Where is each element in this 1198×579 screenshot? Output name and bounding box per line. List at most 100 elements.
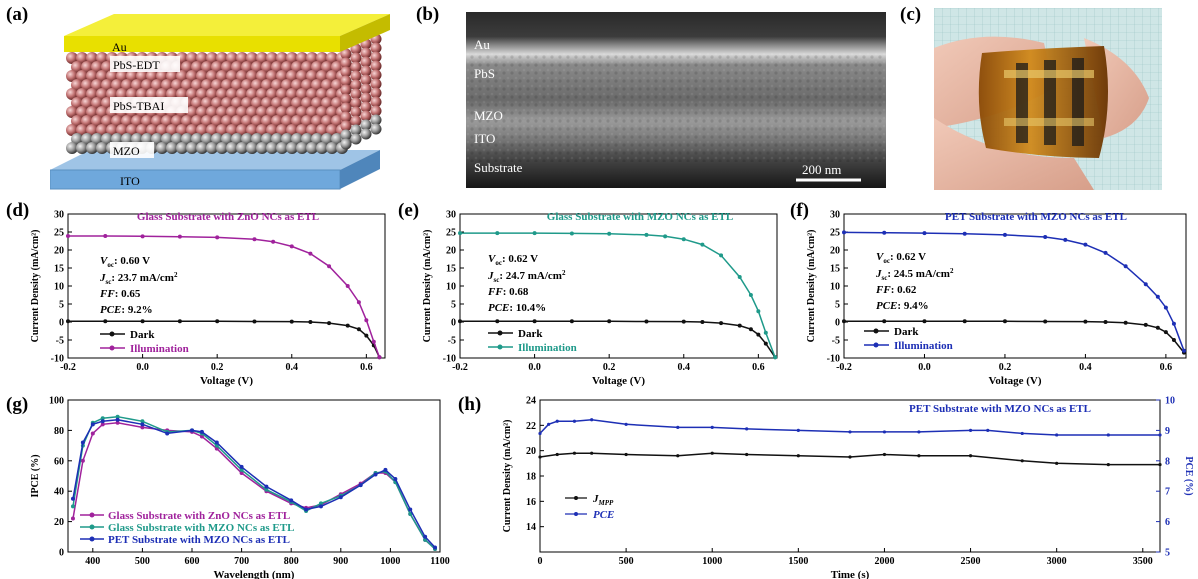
nanocrystal-sphere [246, 142, 258, 154]
nanocrystal-sphere [106, 124, 118, 136]
y-tick-label: 0 [835, 318, 840, 329]
y-axis-label: Current Density (mA/cm²) [422, 230, 433, 343]
nanocrystal-sphere [156, 124, 168, 136]
x-tick-label: 0.2 [999, 362, 1012, 373]
data-point [756, 332, 761, 337]
x-tick-label: 0.4 [678, 362, 691, 373]
nanocrystal-sphere [306, 88, 318, 100]
y-axis-label: Current Density (mA/cm²) [806, 230, 817, 343]
nanocrystal-sphere [350, 115, 362, 127]
nanocrystal-sphere [171, 79, 183, 91]
data-point [80, 440, 85, 445]
y-tick-label: 14 [526, 522, 536, 533]
nanocrystal-sphere [96, 88, 108, 100]
nanocrystal-sphere [191, 97, 203, 109]
nanocrystal-sphere [291, 79, 303, 91]
nanocrystal-sphere [316, 70, 328, 82]
nanocrystal-sphere [241, 97, 253, 109]
data-point [115, 414, 120, 419]
nanocrystal-sphere [81, 79, 93, 91]
data-point [1155, 294, 1160, 299]
y-tick-label: 20 [830, 246, 840, 257]
y-tick-label: 20 [526, 446, 536, 457]
data-point [607, 231, 612, 236]
nanocrystal-sphere [226, 88, 238, 100]
y-tick-label: 25 [446, 228, 456, 239]
data-point [100, 416, 105, 421]
nanocrystal-sphere [276, 70, 288, 82]
data-point [538, 431, 542, 436]
chart-d-axes: -0.2 0.0 0.2 0.4 0.6 -10 -5 0 5 10 15 20 25 30 Voltage… [30, 210, 386, 387]
data-point [383, 467, 388, 472]
nanocrystal-sphere [201, 115, 213, 127]
data-point [239, 470, 244, 475]
au-layer-side [340, 14, 390, 52]
data-point [882, 319, 887, 324]
nanocrystal-sphere [186, 88, 198, 100]
nanocrystal-sphere [71, 79, 83, 91]
nanocrystal-sphere [146, 70, 158, 82]
data-point [748, 293, 753, 297]
nanocrystal-sphere [286, 106, 298, 118]
nanocrystal-sphere [186, 124, 198, 136]
nanocrystal-sphere [326, 106, 338, 118]
data-point [748, 327, 753, 332]
nanocrystal-sphere [221, 61, 233, 73]
sem-cross-section: Au PbS MZO ITO Substrate 200 nm [466, 12, 886, 188]
nanocrystal-sphere [301, 133, 313, 145]
chart-h-title: PET Substrate with MZO NCs as ETL [909, 403, 1091, 415]
nanocrystal-sphere [296, 52, 308, 64]
svg-text:FF: 0.65: FF: 0.65 [99, 288, 141, 300]
nanocrystal-sphere [251, 97, 263, 109]
data-point [1171, 321, 1176, 326]
nanocrystal-sphere [261, 97, 273, 109]
nanocrystal-sphere [196, 52, 208, 64]
nanocrystal-sphere [171, 133, 183, 145]
data-point [1171, 338, 1176, 342]
legend-f-illumination: Illumination [894, 340, 953, 352]
nanocrystal-sphere [266, 70, 278, 82]
data-point [644, 232, 649, 237]
y-tick-label: 0 [59, 548, 64, 559]
nanocrystal-sphere [156, 70, 168, 82]
data-point [377, 355, 382, 360]
svg-text:Voc: 0.60 V: Voc: 0.60 V [100, 255, 150, 269]
data-point [1083, 242, 1088, 247]
data-point [1143, 322, 1148, 327]
ipce-chart-g: 400 500 600 700 800 900 1000 1100 0 20 40 60 80 100 Wa… [30, 396, 450, 579]
data-point [308, 320, 313, 324]
x-tick-label: 500 [619, 556, 634, 567]
nanocrystal-sphere [66, 70, 78, 82]
data-point [140, 419, 145, 424]
nanocrystal-sphere [221, 115, 233, 127]
nanocrystal-sphere [181, 79, 193, 91]
data-point [700, 242, 705, 247]
nanocrystal-sphere [216, 106, 228, 118]
data-point [458, 231, 462, 236]
nanocrystal-sphere [271, 61, 283, 73]
nanocrystal-sphere [146, 124, 158, 136]
nanocrystal-sphere [101, 115, 113, 127]
data-point [239, 464, 244, 469]
nanocrystal-sphere [350, 124, 362, 136]
nanocrystal-sphere [236, 70, 248, 82]
data-point [1055, 461, 1059, 465]
nanocrystal-sphere [236, 106, 248, 118]
y-tick-label: 0 [451, 318, 456, 329]
data-point [572, 419, 577, 423]
series-line [539, 452, 1160, 466]
nanocrystal-sphere [236, 52, 248, 64]
y-tick-label: -5 [832, 336, 840, 347]
nanocrystal-sphere [360, 128, 372, 140]
nanocrystal-sphere [296, 142, 308, 154]
chart-f-params: Voc: 0.62 V Jsc: 24.5 mA/cm2 FF: 0.62 PC… [875, 251, 954, 312]
data-point [756, 309, 761, 314]
nanocrystal-sphere [296, 70, 308, 82]
y-tick-label: 80 [54, 426, 64, 437]
nanocrystal-sphere [311, 61, 323, 73]
x-tick-label: 0.4 [286, 362, 299, 373]
nanocrystal-sphere [71, 133, 83, 145]
nanocrystal-sphere [216, 124, 228, 136]
svg-text:Jsc: 23.7 mA/cm2: Jsc: 23.7 mA/cm2 [99, 271, 178, 286]
data-point [338, 495, 343, 500]
